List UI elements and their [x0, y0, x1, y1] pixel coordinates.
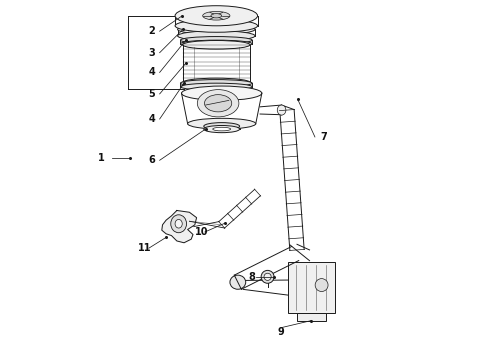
- Ellipse shape: [203, 12, 230, 20]
- Ellipse shape: [261, 270, 274, 283]
- Ellipse shape: [211, 14, 221, 18]
- Text: 11: 11: [138, 243, 151, 253]
- Text: 1: 1: [98, 153, 105, 163]
- Ellipse shape: [315, 279, 328, 292]
- Ellipse shape: [197, 90, 239, 117]
- Text: 5: 5: [148, 89, 155, 99]
- Polygon shape: [162, 211, 196, 243]
- Text: 8: 8: [249, 272, 256, 282]
- Ellipse shape: [180, 83, 252, 90]
- Bar: [297, 313, 326, 320]
- Ellipse shape: [188, 118, 256, 129]
- Text: 6: 6: [148, 155, 155, 165]
- Text: 3: 3: [148, 48, 155, 58]
- Bar: [288, 262, 335, 313]
- Text: 4: 4: [148, 114, 155, 124]
- Ellipse shape: [180, 37, 252, 44]
- Text: 10: 10: [195, 227, 209, 237]
- Ellipse shape: [171, 215, 187, 233]
- Ellipse shape: [213, 127, 231, 131]
- Ellipse shape: [277, 105, 286, 115]
- Ellipse shape: [180, 80, 252, 87]
- Text: 9: 9: [277, 327, 284, 337]
- Ellipse shape: [204, 95, 232, 112]
- Ellipse shape: [183, 78, 250, 87]
- Ellipse shape: [175, 6, 258, 26]
- Ellipse shape: [175, 220, 182, 228]
- Ellipse shape: [264, 273, 271, 280]
- Ellipse shape: [230, 275, 245, 289]
- Text: 4: 4: [148, 67, 155, 77]
- Ellipse shape: [204, 126, 240, 133]
- Ellipse shape: [175, 19, 258, 32]
- Ellipse shape: [181, 86, 262, 100]
- Ellipse shape: [204, 123, 240, 130]
- Ellipse shape: [183, 41, 250, 49]
- Text: 2: 2: [148, 26, 155, 36]
- Ellipse shape: [180, 40, 252, 47]
- Text: 7: 7: [320, 132, 327, 142]
- Ellipse shape: [177, 24, 255, 35]
- Ellipse shape: [177, 31, 255, 41]
